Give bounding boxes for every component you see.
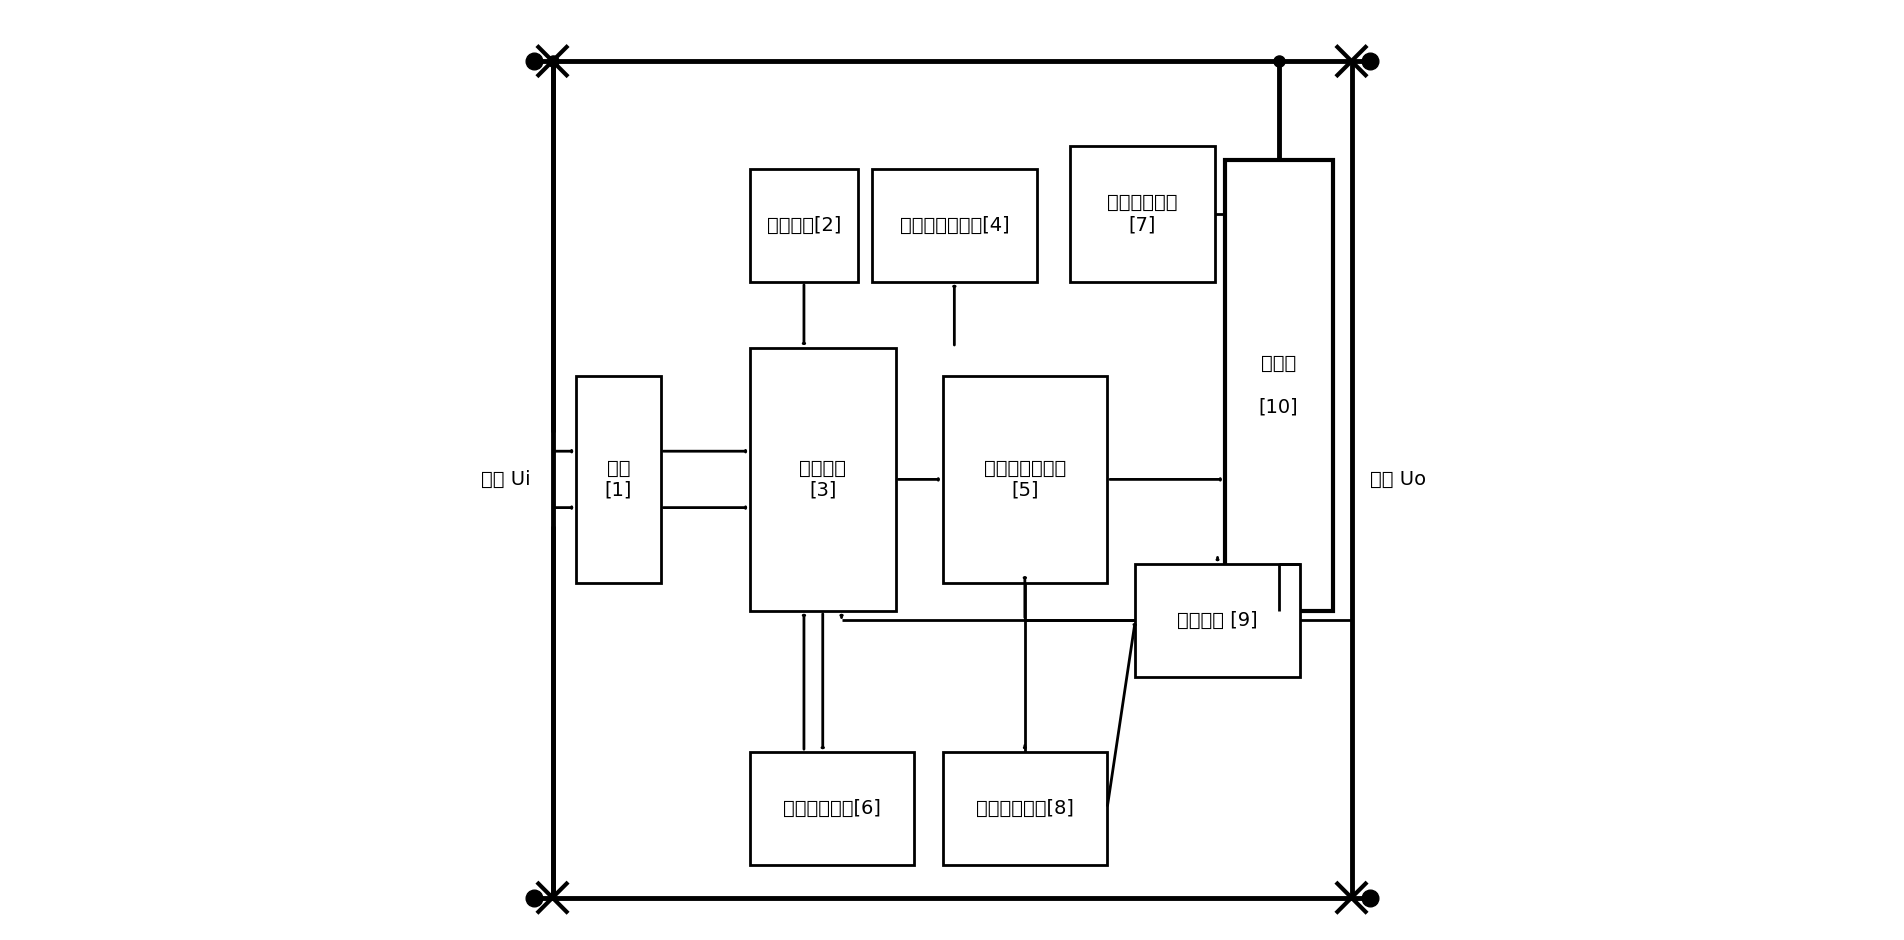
Text: 浪涌保护单元[8]: 浪涌保护单元[8]	[977, 799, 1074, 818]
FancyBboxPatch shape	[942, 752, 1106, 865]
Text: 输出及指示单元[4]: 输出及指示单元[4]	[899, 216, 1009, 235]
Text: 输入 Ui: 输入 Ui	[480, 470, 531, 489]
FancyBboxPatch shape	[750, 348, 895, 611]
FancyBboxPatch shape	[750, 752, 914, 865]
FancyBboxPatch shape	[577, 376, 661, 583]
FancyBboxPatch shape	[1224, 160, 1333, 611]
FancyBboxPatch shape	[872, 169, 1036, 282]
Text: 变压器

[10]: 变压器 [10]	[1259, 353, 1299, 417]
Text: 输出 Uo: 输出 Uo	[1371, 470, 1426, 489]
FancyBboxPatch shape	[750, 169, 859, 282]
Text: 智能单元
[3]: 智能单元 [3]	[800, 459, 845, 500]
Text: 输入单元[2]: 输入单元[2]	[767, 216, 842, 235]
Text: 电压保持单元
[7]: 电压保持单元 [7]	[1106, 194, 1177, 234]
FancyBboxPatch shape	[942, 376, 1106, 583]
Text: 无触点开关单元
[5]: 无触点开关单元 [5]	[984, 459, 1066, 500]
FancyBboxPatch shape	[1135, 564, 1300, 677]
Text: 通讯接口单元[6]: 通讯接口单元[6]	[783, 799, 882, 818]
Text: 电源
[1]: 电源 [1]	[605, 459, 632, 500]
Text: 检测单元 [9]: 检测单元 [9]	[1177, 611, 1259, 630]
FancyBboxPatch shape	[1070, 146, 1215, 282]
